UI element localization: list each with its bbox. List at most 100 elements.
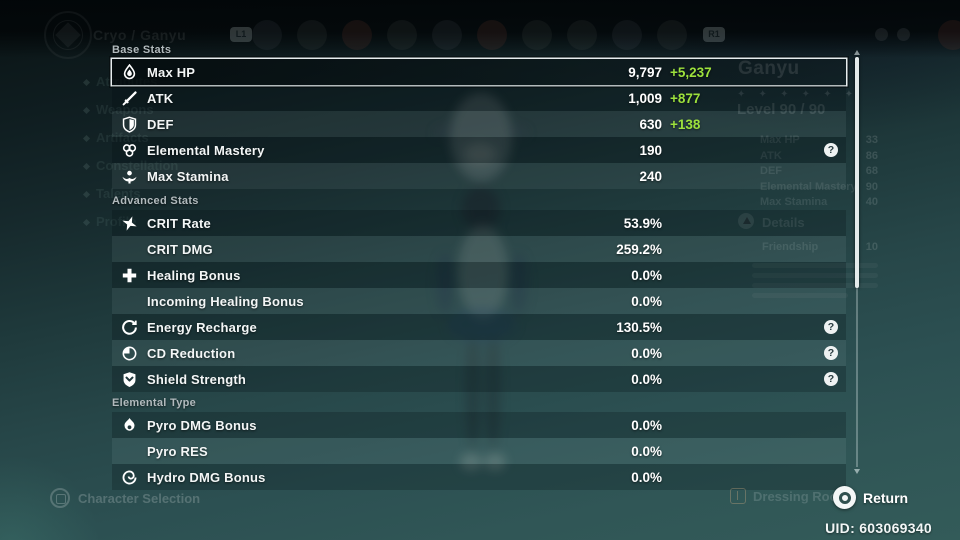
circle-button-icon — [833, 486, 856, 509]
stat-icon — [121, 469, 138, 486]
stat-bonus-value: +5,237 — [670, 64, 712, 80]
section-advanced-stats: Advanced Stats CRIT Rate 53.9% CRIT DMG … — [112, 195, 846, 392]
help-icon[interactable]: ? — [824, 320, 838, 334]
stat-row[interactable]: Energy Recharge 130.5% ? — [112, 314, 846, 340]
stat-row[interactable]: ATK 1,009 +877 — [112, 85, 846, 111]
stat-label: Shield Strength — [147, 371, 247, 387]
help-icon[interactable]: ? — [824, 143, 838, 157]
avatar[interactable] — [477, 20, 507, 50]
stat-row[interactable]: Healing Bonus 0.0% — [112, 262, 846, 288]
scroll-up-arrow[interactable] — [854, 50, 860, 55]
stat-row[interactable]: CD Reduction 0.0% ? — [112, 340, 846, 366]
square-button-icon — [50, 488, 70, 508]
stat-value: 0.0% — [631, 443, 662, 459]
stat-value: 0.0% — [631, 417, 662, 433]
stat-bonus-value: +138 — [670, 116, 701, 132]
avatar[interactable] — [342, 20, 372, 50]
section-elemental-type: Elemental Type Pyro DMG Bonus 0.0% Pyro … — [112, 397, 846, 490]
stat-label: CRIT DMG — [147, 241, 213, 257]
stat-row[interactable]: Hydro DMG Bonus 0.0% — [112, 464, 846, 490]
character-avatar-strip[interactable] — [252, 20, 687, 50]
stat-label: Pyro RES — [147, 443, 208, 459]
stat-icon — [121, 90, 138, 107]
stat-value: 0.0% — [631, 267, 662, 283]
stat-row[interactable]: Incoming Healing Bonus 0.0% — [112, 288, 846, 314]
stat-row[interactable]: DEF 630 +138 — [112, 111, 846, 137]
section-title: Elemental Type — [112, 397, 197, 409]
stat-value: 130.5% — [616, 319, 662, 335]
stat-icon — [121, 63, 138, 81]
stat-label: Pyro DMG Bonus — [147, 417, 257, 433]
stat-row[interactable]: Elemental Mastery 190 ? — [112, 137, 846, 163]
element-character-label: Cryo / Ganyu — [93, 27, 187, 43]
stat-label: Energy Recharge — [147, 319, 257, 335]
stat-icon — [121, 115, 138, 133]
stat-label: ATK — [147, 90, 174, 106]
stat-row[interactable]: Pyro RES 0.0% — [112, 438, 846, 464]
help-icon[interactable]: ? — [824, 346, 838, 360]
section-base-stats: Base Stats Max HP 9,797 +5,237 ATK 1,009… — [112, 44, 846, 189]
stat-label: Max Stamina — [147, 168, 229, 184]
top-bar: Cryo / Ganyu L1 R1 — [0, 0, 960, 59]
stat-value: 630 — [639, 116, 662, 132]
stat-value: 1,009 — [628, 90, 662, 106]
stat-label: DEF — [147, 116, 174, 132]
stat-icon — [121, 168, 138, 185]
stat-bonus-value: +877 — [670, 90, 701, 106]
dressing-room-button[interactable]: Dressing Room — [730, 488, 849, 504]
avatar[interactable] — [252, 20, 282, 50]
avatar[interactable] — [938, 20, 960, 50]
stat-row[interactable]: CRIT Rate 53.9% — [112, 210, 846, 236]
stat-icon — [121, 319, 138, 336]
stat-icon — [121, 371, 138, 388]
stat-label: Hydro DMG Bonus — [147, 469, 266, 485]
avatar[interactable] — [387, 20, 417, 50]
help-icon[interactable]: ? — [824, 372, 838, 386]
stat-row[interactable]: CRIT DMG 259.2% — [112, 236, 846, 262]
section-title: Advanced Stats — [112, 195, 199, 207]
stat-label: Max HP — [147, 64, 196, 80]
stat-icon — [121, 443, 138, 460]
top-right-icon[interactable] — [875, 28, 888, 41]
dressing-room-icon — [730, 488, 746, 504]
stat-value: 259.2% — [616, 241, 662, 257]
avatar[interactable] — [657, 20, 687, 50]
avatar[interactable] — [612, 20, 642, 50]
scroll-down-arrow[interactable] — [854, 469, 860, 474]
top-right-icon[interactable] — [897, 28, 910, 41]
stat-icon — [121, 417, 138, 434]
avatar[interactable] — [522, 20, 552, 50]
scrollbar[interactable] — [854, 50, 860, 474]
stat-value: 9,797 — [628, 64, 662, 80]
cryo-emblem-icon — [44, 11, 92, 59]
stat-icon — [121, 241, 138, 258]
avatar[interactable] — [297, 20, 327, 50]
return-button[interactable]: Return — [833, 486, 908, 509]
stat-row[interactable]: Max Stamina 240 — [112, 163, 846, 189]
stat-value: 0.0% — [631, 345, 662, 361]
stat-icon — [121, 345, 138, 362]
r1-button-badge[interactable]: R1 — [703, 27, 725, 42]
stat-row[interactable]: Shield Strength 0.0% ? — [112, 366, 846, 392]
stat-row[interactable]: Max HP 9,797 +5,237 — [112, 59, 846, 85]
stat-label: CRIT Rate — [147, 215, 211, 231]
scrollbar-thumb[interactable] — [854, 57, 859, 288]
character-selection-button[interactable]: Character Selection — [50, 488, 200, 508]
stat-value: 53.9% — [623, 215, 662, 231]
avatar[interactable] — [567, 20, 597, 50]
stat-value: 0.0% — [631, 371, 662, 387]
avatar[interactable] — [432, 20, 462, 50]
stat-value: 0.0% — [631, 469, 662, 485]
uid-label: UID: 603069340 — [825, 520, 932, 536]
l1-button-badge[interactable]: L1 — [230, 27, 252, 42]
stat-icon — [121, 142, 138, 159]
stat-row[interactable]: Pyro DMG Bonus 0.0% — [112, 412, 846, 438]
section-title: Base Stats — [112, 44, 172, 56]
stat-label: Incoming Healing Bonus — [147, 293, 304, 309]
stat-value: 190 — [639, 142, 662, 158]
stat-label: Elemental Mastery — [147, 142, 265, 158]
stat-value: 240 — [639, 168, 662, 184]
